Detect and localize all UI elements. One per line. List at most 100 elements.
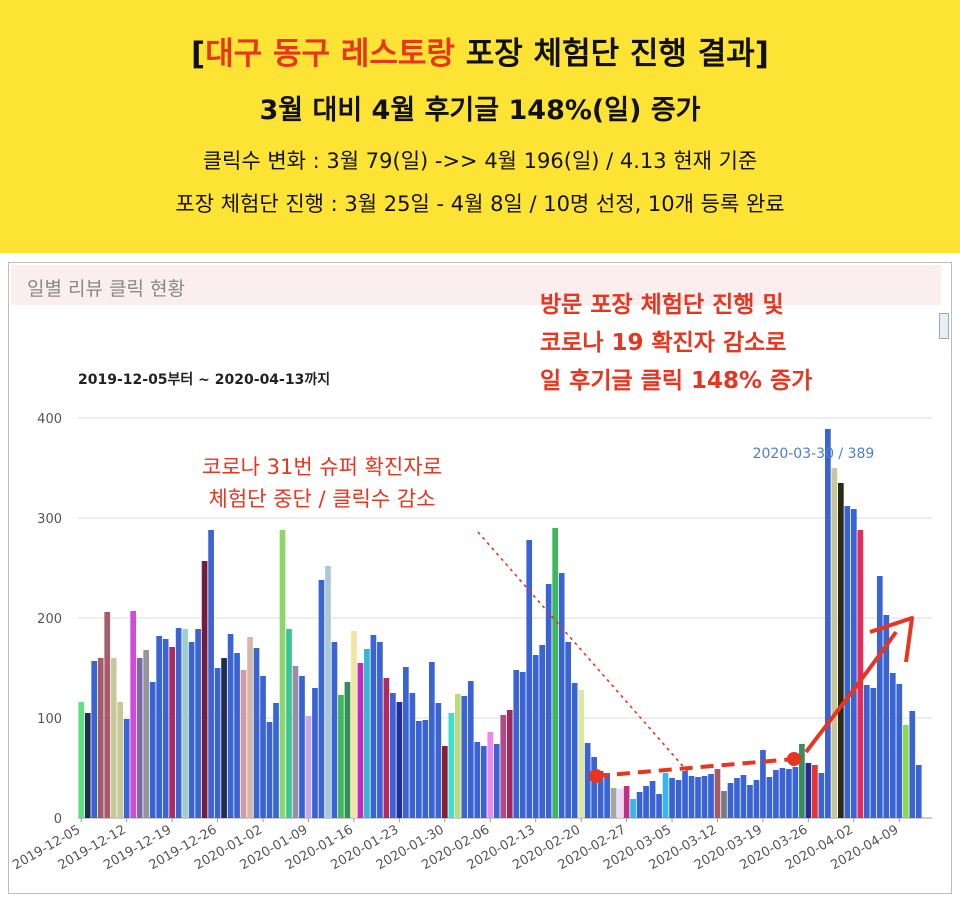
bar <box>175 628 182 818</box>
title-highlight: 대구 동구 레스토랑 <box>205 36 455 72</box>
bar <box>78 702 85 818</box>
bar <box>539 645 546 818</box>
bar <box>117 702 124 818</box>
bar <box>753 780 760 818</box>
bar <box>182 629 188 818</box>
bar <box>331 642 338 818</box>
title-rest: 포장 체험단 진행 결과] <box>454 36 769 72</box>
rise-arrow-head <box>869 616 914 663</box>
bar <box>266 722 273 818</box>
y-tick-label: 100 <box>37 712 62 727</box>
bar <box>863 685 870 818</box>
bar <box>299 676 305 818</box>
bar <box>831 468 838 818</box>
bar <box>357 663 364 818</box>
bar <box>338 695 344 818</box>
bar <box>649 781 656 818</box>
bar <box>312 688 318 818</box>
bar <box>838 483 844 818</box>
bar <box>747 785 753 818</box>
bar <box>130 611 137 818</box>
bar <box>818 773 825 818</box>
bar <box>409 693 416 818</box>
bar <box>773 770 779 818</box>
bar <box>195 629 201 818</box>
bar <box>156 636 162 818</box>
bar <box>760 750 766 818</box>
bar <box>383 678 390 818</box>
bar <box>591 757 597 818</box>
bar <box>597 771 604 818</box>
bar <box>708 774 714 818</box>
rise-arrow-shaft <box>804 630 898 754</box>
bar <box>403 667 409 818</box>
bar <box>695 777 701 818</box>
scrollbar-thumb[interactable] <box>939 313 949 339</box>
bar <box>506 710 513 818</box>
bar <box>390 693 396 818</box>
bar <box>799 744 805 818</box>
bar <box>643 786 649 818</box>
bar <box>786 769 792 818</box>
bar <box>902 725 909 818</box>
bar <box>286 629 292 818</box>
bar <box>610 788 617 818</box>
bar <box>91 661 98 818</box>
bar <box>630 799 636 818</box>
bar <box>428 662 435 818</box>
bar <box>104 612 111 818</box>
bar <box>513 670 520 818</box>
annotation-rise-line: 코로나 19 확진자 감소로 <box>540 330 786 356</box>
bar <box>396 702 403 818</box>
bar <box>805 763 812 818</box>
y-tick-label: 0 <box>54 812 62 827</box>
bar <box>97 658 104 818</box>
bar <box>351 631 357 818</box>
bar <box>721 791 727 818</box>
banner-subtitle: 3월 대비 4월 후기글 148%(일) 증가 <box>259 95 701 126</box>
bar <box>857 530 864 818</box>
peak-tooltip: 2020-03-30 / 389 <box>753 446 875 462</box>
date-range-caption: 2019-12-05부터 ~ 2020-04-13까지 <box>78 372 330 388</box>
panel-header: 일별 리뷰 클릭 현황 <box>11 265 941 305</box>
campaign-period-line: 포장 체험단 진행 : 3월 25일 - 4월 8일 / 10명 선정, 10개… <box>175 192 785 216</box>
bar <box>571 683 578 818</box>
bar <box>493 744 500 818</box>
bar <box>532 655 539 818</box>
y-tick-label: 400 <box>37 412 62 427</box>
bar <box>876 576 883 818</box>
bar <box>377 642 383 818</box>
bar <box>734 778 740 818</box>
bar <box>688 776 695 818</box>
bar <box>435 703 442 818</box>
bar <box>305 716 312 818</box>
bar <box>519 672 526 818</box>
bar <box>850 509 857 818</box>
bar <box>779 768 786 818</box>
flat-trend-line <box>595 757 795 778</box>
trend-start-dot <box>589 769 603 783</box>
y-tick-label: 300 <box>37 512 62 527</box>
bar <box>558 573 565 818</box>
bar <box>279 530 286 818</box>
bar <box>604 773 610 818</box>
bar <box>461 696 468 818</box>
bar <box>208 530 214 818</box>
annotation-rise-line: 방문 포장 체험단 진행 및 <box>540 292 784 318</box>
bar <box>552 528 559 818</box>
bar <box>227 634 234 818</box>
bar <box>370 635 377 818</box>
bar <box>422 720 429 818</box>
bar <box>467 681 474 818</box>
bar <box>123 719 130 818</box>
bar <box>253 648 260 818</box>
bar <box>143 650 150 818</box>
bar <box>84 713 91 818</box>
y-tick-label: 200 <box>37 612 62 627</box>
bar <box>273 703 279 818</box>
bar <box>825 429 831 818</box>
bar <box>870 688 877 818</box>
bar <box>416 721 422 818</box>
bar <box>454 694 461 818</box>
annotation-drop-line: 코로나 31번 슈퍼 확진자로 <box>202 455 442 479</box>
